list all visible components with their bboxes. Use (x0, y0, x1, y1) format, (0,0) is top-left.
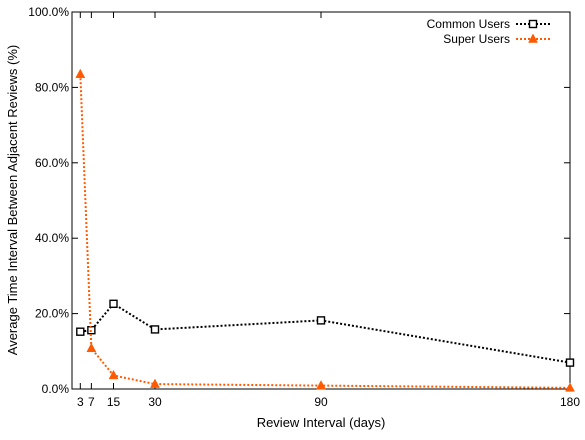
legend-marker (528, 19, 538, 29)
data-point (86, 342, 97, 353)
y-axis-label: Average Time Interval Between Adjacent R… (5, 45, 20, 355)
y-tick-label: 80.0% (35, 80, 69, 94)
x-tick-label: 15 (107, 395, 121, 409)
data-point (108, 369, 119, 380)
data-point (316, 380, 326, 390)
x-tick-label: 90 (314, 395, 328, 409)
data-point (150, 325, 160, 334)
data-point (565, 382, 575, 392)
plot-frame (71, 11, 571, 390)
legend-label: Super Users (443, 32, 510, 46)
data-point (316, 316, 326, 325)
legend-marker (528, 33, 538, 43)
y-tick-label: 40.0% (35, 231, 69, 245)
data-point (75, 68, 86, 78)
legend-label: Common Users (427, 17, 510, 31)
x-tick-label: 30 (148, 395, 162, 409)
x-axis: 3 7 15 30 90 180 (77, 12, 580, 409)
series-0 (76, 299, 575, 367)
x-tick-label: 3 (77, 395, 84, 409)
series-layer (75, 68, 575, 392)
series-1 (75, 68, 575, 392)
x-tick-label: 180 (560, 395, 580, 409)
y-tick-label: 20.0% (35, 307, 69, 321)
y-tick-label: 0.0% (42, 382, 70, 396)
data-point (109, 299, 118, 308)
y-tick-label: 100.0% (28, 5, 69, 19)
y-tick-label: 60.0% (35, 156, 69, 170)
data-point (76, 327, 85, 336)
x-axis-label: Review Interval (days) (257, 415, 386, 430)
data-point (565, 358, 575, 367)
series-line (79, 74, 571, 389)
x-tick-label: 7 (88, 395, 95, 409)
y-axis: 0.0% 20.0% 40.0% 60.0% 80.0% 100.0% (28, 5, 570, 396)
data-point (150, 378, 160, 388)
